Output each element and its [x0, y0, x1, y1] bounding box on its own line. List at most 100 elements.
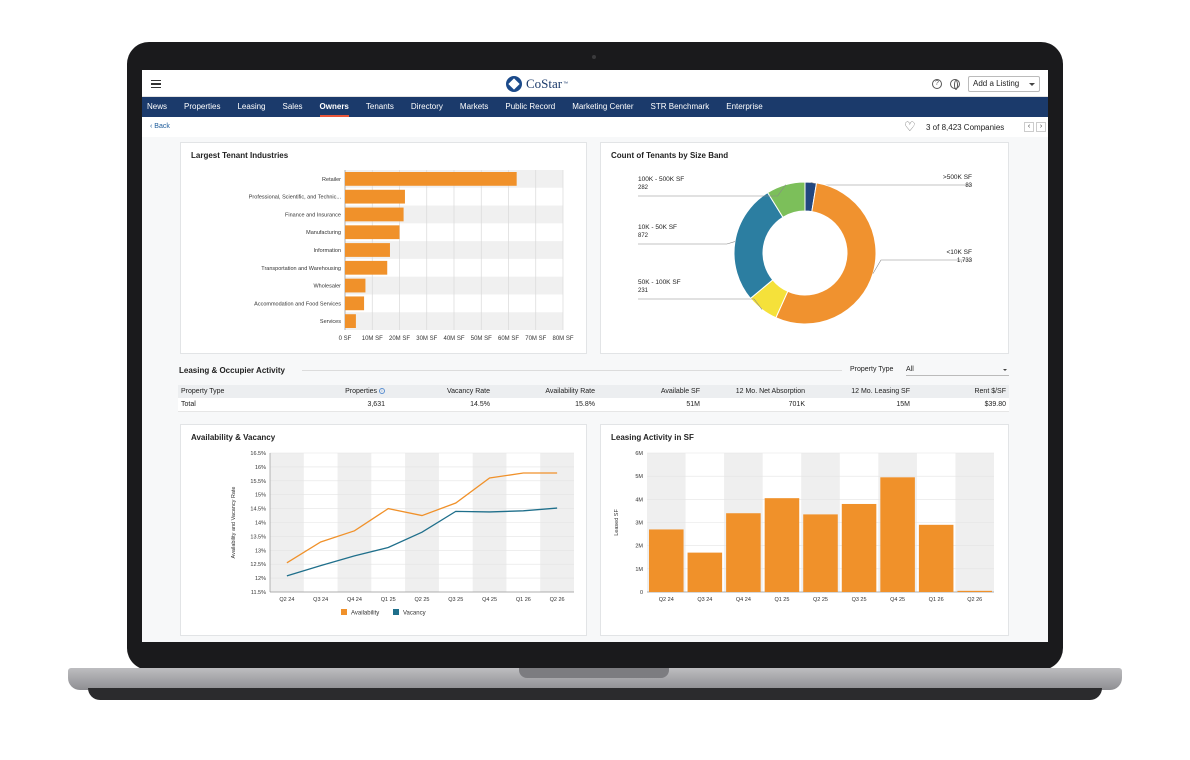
property-type-label: Property Type	[850, 366, 894, 373]
nav-item-directory[interactable]: Directory	[410, 102, 443, 111]
hamburger-menu-icon[interactable]	[151, 80, 161, 88]
nav-item-properties[interactable]: Properties	[184, 102, 221, 111]
x-tick-label: 50M SF	[471, 336, 492, 342]
column-header[interactable]: Vacancy Rate	[388, 385, 493, 398]
tenant-industries-card: Largest Tenant Industries 0 SF 10M SF 20M …	[180, 142, 587, 354]
y-tick-label: 13%	[255, 548, 266, 554]
nav-item-enterprise[interactable]: Enterprise	[726, 102, 763, 111]
y-tick-label: 16%	[255, 465, 266, 471]
leader-line	[810, 181, 972, 186]
property-type-select[interactable]: All	[906, 366, 1009, 376]
app-screen: CoStar ™ ? Add a Listing News Properties Le…	[142, 70, 1048, 642]
category-label: Accommodation and Food Services	[254, 301, 341, 307]
slice-value: 872	[638, 233, 649, 239]
x-tick-label: Q2 24	[279, 597, 294, 603]
column-header[interactable]: Property Type	[178, 385, 298, 398]
next-page-button[interactable]: ›	[1036, 122, 1046, 132]
tenants-size-chart: >500K SF 83 <10K SF 1,733 50K - 100K SF 231 10…	[638, 174, 973, 325]
bar	[345, 260, 388, 275]
y-tick-label: 16.5%	[250, 451, 266, 457]
card-title: Largest Tenant Industries	[191, 151, 289, 160]
slice-label: >500K SF	[943, 174, 972, 181]
help-icon[interactable]: ?	[932, 79, 942, 89]
table-cell: $39.80	[913, 398, 1009, 412]
bar	[841, 503, 877, 592]
x-tick-label: Q3 24	[313, 597, 328, 603]
table-row: Total 3,631 14.5% 15.8% 51M 701K 15M $39.80	[178, 398, 1009, 412]
nav-item-tenants[interactable]: Tenants	[365, 102, 394, 111]
nav-item-news[interactable]: News	[147, 102, 168, 111]
category-label: Wholesaler	[313, 284, 341, 290]
nav-item-markets[interactable]: Markets	[459, 102, 489, 111]
legend-label: Vacancy	[403, 611, 426, 617]
column-header[interactable]: Rent $/SF	[913, 385, 1009, 398]
heart-icon[interactable]: ♡	[904, 119, 916, 134]
bar	[345, 243, 390, 257]
y-tick-label: 0	[640, 590, 643, 596]
bar	[345, 296, 365, 311]
slice-value: 1,733	[957, 258, 973, 264]
x-tick-label: Q3 24	[697, 597, 712, 603]
info-icon[interactable]: i	[379, 388, 385, 395]
tenants-size-card: Count of Tenants by Size Band >500K SF 83…	[600, 142, 1009, 354]
section-divider	[302, 370, 842, 371]
column-header[interactable]: 12 Mo. Net Absorption	[703, 385, 808, 398]
y-tick-label: 12%	[255, 576, 266, 582]
nav-item-public-record[interactable]: Public Record	[505, 102, 556, 111]
card-title: Count of Tenants by Size Band	[611, 151, 729, 160]
column-header-label: Properties	[345, 388, 378, 395]
column-header[interactable]: Properties i	[298, 385, 388, 398]
series-line	[286, 472, 558, 564]
nav-item-str-benchmark[interactable]: STR Benchmark	[650, 102, 710, 111]
leader-line	[638, 298, 763, 310]
y-tick-label: 6M	[635, 451, 643, 457]
y-axis-label: Availability and Vacancy Rate	[231, 487, 237, 559]
back-link[interactable]: ‹ Back	[150, 123, 170, 130]
bar	[803, 514, 838, 592]
column-header[interactable]: Availability Rate	[493, 385, 598, 398]
x-tick-label: 20M SF	[389, 336, 410, 342]
leasing-sf-card: Leasing Activity in SF 0 1M 2M 3M 4M 5M 6M Leas…	[600, 424, 1009, 636]
logo-text: CoStar	[526, 76, 563, 91]
nav-item-owners[interactable]: Owners	[319, 97, 350, 117]
category-label: Retailer	[322, 177, 341, 183]
add-listing-label: Add a Listing	[973, 79, 1020, 88]
laptop-notch	[519, 668, 669, 678]
leader-line	[872, 259, 972, 274]
x-tick-label: 0 SF	[339, 336, 352, 342]
nav-item-marketing-center[interactable]: Marketing Center	[572, 102, 634, 111]
column-header-label: Property Type	[181, 388, 225, 395]
globe-icon[interactable]	[950, 79, 960, 90]
column-header[interactable]: Available SF	[598, 385, 703, 398]
table-cell: 14.5%	[388, 398, 493, 412]
table-cell: 3,631	[298, 398, 388, 412]
nav-item-sales[interactable]: Sales	[282, 102, 303, 111]
table-cell: 51M	[598, 398, 703, 412]
prev-page-button[interactable]: ‹	[1024, 122, 1034, 132]
x-tick-label: Q2 24	[659, 597, 674, 603]
bar	[764, 498, 800, 592]
x-tick-label: Q1 26	[516, 597, 531, 603]
slice-label: 50K - 100K SF	[638, 279, 681, 286]
x-tick-label: Q4 25	[890, 597, 905, 603]
slice-label: 100K - 500K SF	[638, 176, 684, 183]
column-header-label: Vacancy Rate	[446, 388, 490, 395]
sub-bar: ‹ Back ♡ 3 of 8,423 Companies ‹ ›	[142, 117, 1048, 137]
add-listing-dropdown[interactable]: Add a Listing	[968, 76, 1040, 92]
companies-count: 3 of 8,423 Companies	[926, 123, 1005, 132]
costar-star-icon	[506, 76, 522, 92]
tenant-industries-chart: 0 SF 10M SF 20M SF 30M SF 40M SF 50M SF 60M SF…	[249, 170, 574, 342]
y-tick-label: 11.5%	[251, 590, 266, 596]
column-header[interactable]: 12 Mo. Leasing SF	[808, 385, 913, 398]
nav-item-leasing[interactable]: Leasing	[237, 102, 266, 111]
bar	[880, 477, 915, 592]
slice-label: 10K - 50K SF	[638, 224, 677, 231]
slice-value: 231	[638, 288, 649, 294]
costar-logo[interactable]: CoStar ™	[506, 75, 568, 93]
x-tick-label: Q3 25	[852, 597, 867, 603]
leasing-sf-chart: 0 1M 2M 3M 4M 5M 6M Leased SF Q2 24 Q3 24 Q4 24 Q1 …	[614, 451, 994, 603]
x-tick-label: Q3 25	[448, 597, 463, 603]
legend-swatch	[393, 609, 399, 615]
x-tick-label: Q4 24	[736, 597, 751, 603]
